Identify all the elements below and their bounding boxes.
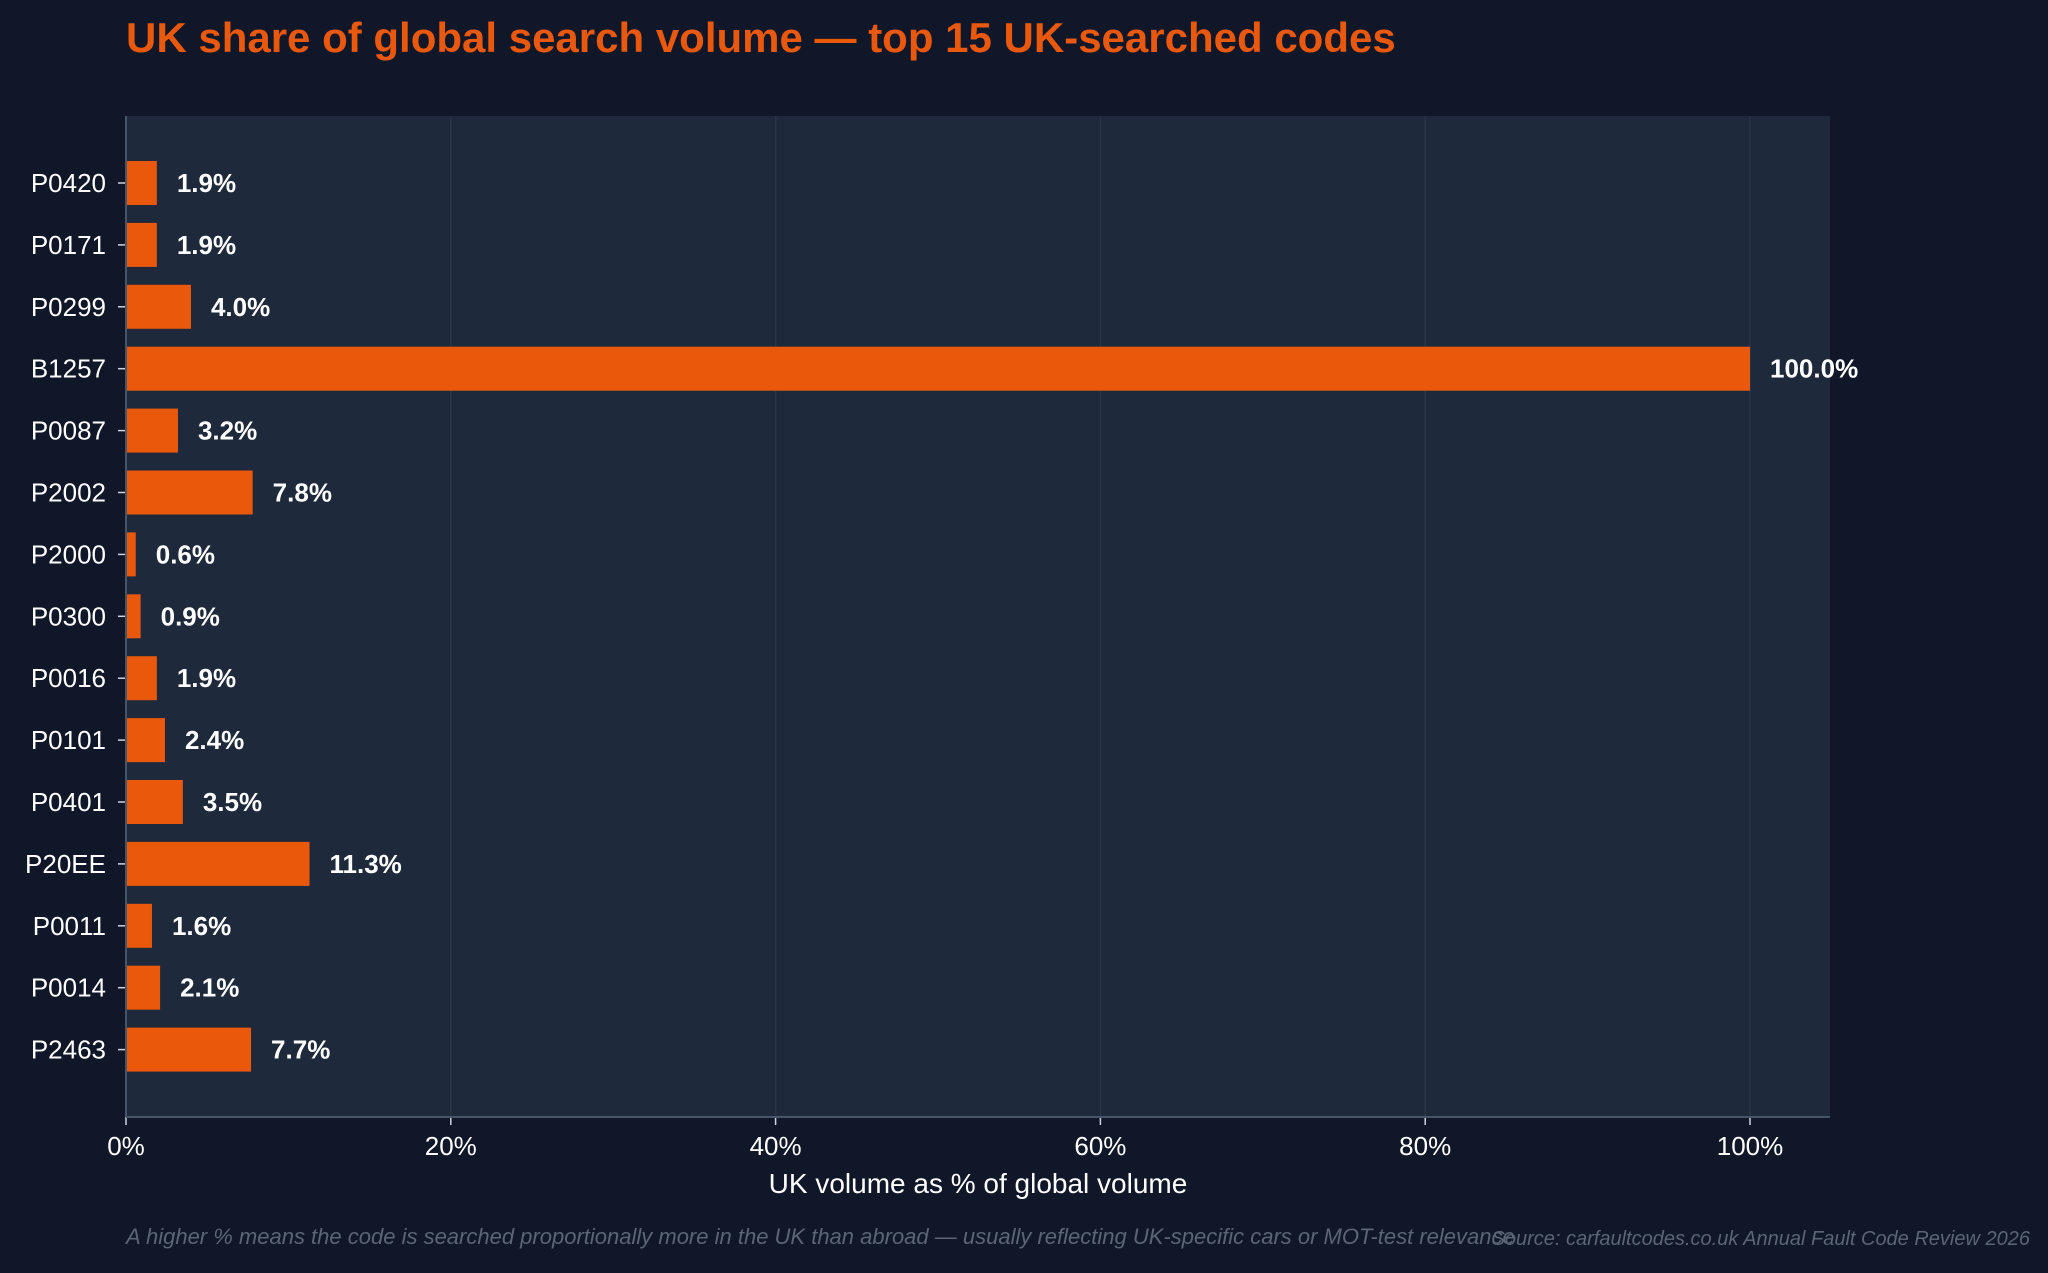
x-tick-label: 0% — [107, 1131, 145, 1161]
chart-caption: A higher % means the code is searched pr… — [126, 1224, 1515, 1249]
data-label: 0.6% — [156, 539, 215, 569]
bar-p0014 — [126, 965, 161, 1010]
category-label: B1257 — [31, 354, 106, 384]
bar-p0016 — [126, 656, 157, 701]
data-label: 1.6% — [172, 911, 231, 941]
data-label: 0.9% — [161, 601, 220, 631]
bar-p2000 — [126, 532, 136, 577]
bar-p0171 — [126, 222, 157, 267]
category-label: P2002 — [31, 478, 106, 508]
category-label: P0300 — [31, 601, 106, 631]
category-label: P0420 — [31, 168, 106, 198]
bar-p0087 — [126, 408, 178, 453]
x-axis-ticks: 0% 20% 40% 60% 80% 100% — [107, 1117, 1783, 1161]
data-label: 1.9% — [177, 230, 236, 260]
data-label: 2.4% — [185, 725, 244, 755]
data-label: 1.9% — [177, 663, 236, 693]
chart-source: Source: carfaultcodes.co.uk Annual Fault… — [1491, 1228, 2030, 1250]
chart-title: UK share of global search volume — top 1… — [126, 14, 1396, 61]
category-label: P0014 — [31, 973, 106, 1003]
data-label: 7.7% — [271, 1035, 330, 1065]
x-axis-title: UK volume as % of global volume — [768, 1168, 1188, 1199]
data-label: 4.0% — [211, 292, 270, 322]
y-axis-labels: P0420 P0171 P0299 B1257 P0087 P2002 P2000 P0300… — [25, 168, 126, 1065]
x-tick-label: 100% — [1717, 1131, 1784, 1161]
category-label: P0299 — [31, 292, 106, 322]
bar-p2002 — [126, 470, 253, 515]
category-label: P0101 — [31, 725, 106, 755]
data-label: 3.2% — [198, 416, 257, 446]
bar-p0101 — [126, 718, 165, 763]
x-tick-label: 80% — [1399, 1131, 1451, 1161]
category-label: P2000 — [31, 539, 106, 569]
bar-p20ee — [126, 841, 310, 886]
category-label: P2463 — [31, 1035, 106, 1065]
bar-p0300 — [126, 594, 141, 639]
bar-p0011 — [126, 903, 152, 948]
data-label: 7.8% — [273, 478, 332, 508]
category-label: P0011 — [33, 911, 106, 941]
category-label: P0087 — [31, 416, 106, 446]
plot-area — [126, 116, 1830, 1117]
data-label: 3.5% — [203, 787, 262, 817]
category-label: P20EE — [25, 849, 106, 879]
category-label: P0171 — [31, 230, 106, 260]
bar-p0420 — [126, 161, 157, 205]
x-tick-label: 40% — [750, 1131, 802, 1161]
data-label: 11.3% — [330, 849, 402, 879]
data-label: 100.0% — [1770, 354, 1858, 384]
data-label: 1.9% — [177, 168, 236, 198]
bar-p0299 — [126, 284, 191, 329]
bars: 1.9% 1.9% 4.0% 100.0% 3.2% 7.8% 0.6% 0.9% 1.9% 2.… — [126, 161, 1858, 1072]
category-label: P0401 — [31, 787, 106, 817]
bar-p2463 — [126, 1027, 252, 1072]
data-label: 2.1% — [180, 973, 239, 1003]
category-label: P0016 — [31, 663, 106, 693]
x-tick-label: 60% — [1074, 1131, 1126, 1161]
bar-p0401 — [126, 780, 183, 824]
bar-b1257 — [126, 346, 1750, 391]
x-tick-label: 20% — [425, 1131, 477, 1161]
